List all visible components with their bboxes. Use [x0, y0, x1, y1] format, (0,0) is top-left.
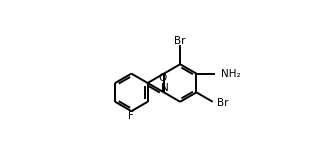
Text: N: N [161, 83, 169, 93]
Text: NH₂: NH₂ [221, 69, 240, 79]
Text: Br: Br [217, 98, 228, 108]
Text: O: O [158, 73, 167, 83]
Text: Br: Br [174, 36, 186, 46]
Text: F: F [128, 111, 134, 121]
